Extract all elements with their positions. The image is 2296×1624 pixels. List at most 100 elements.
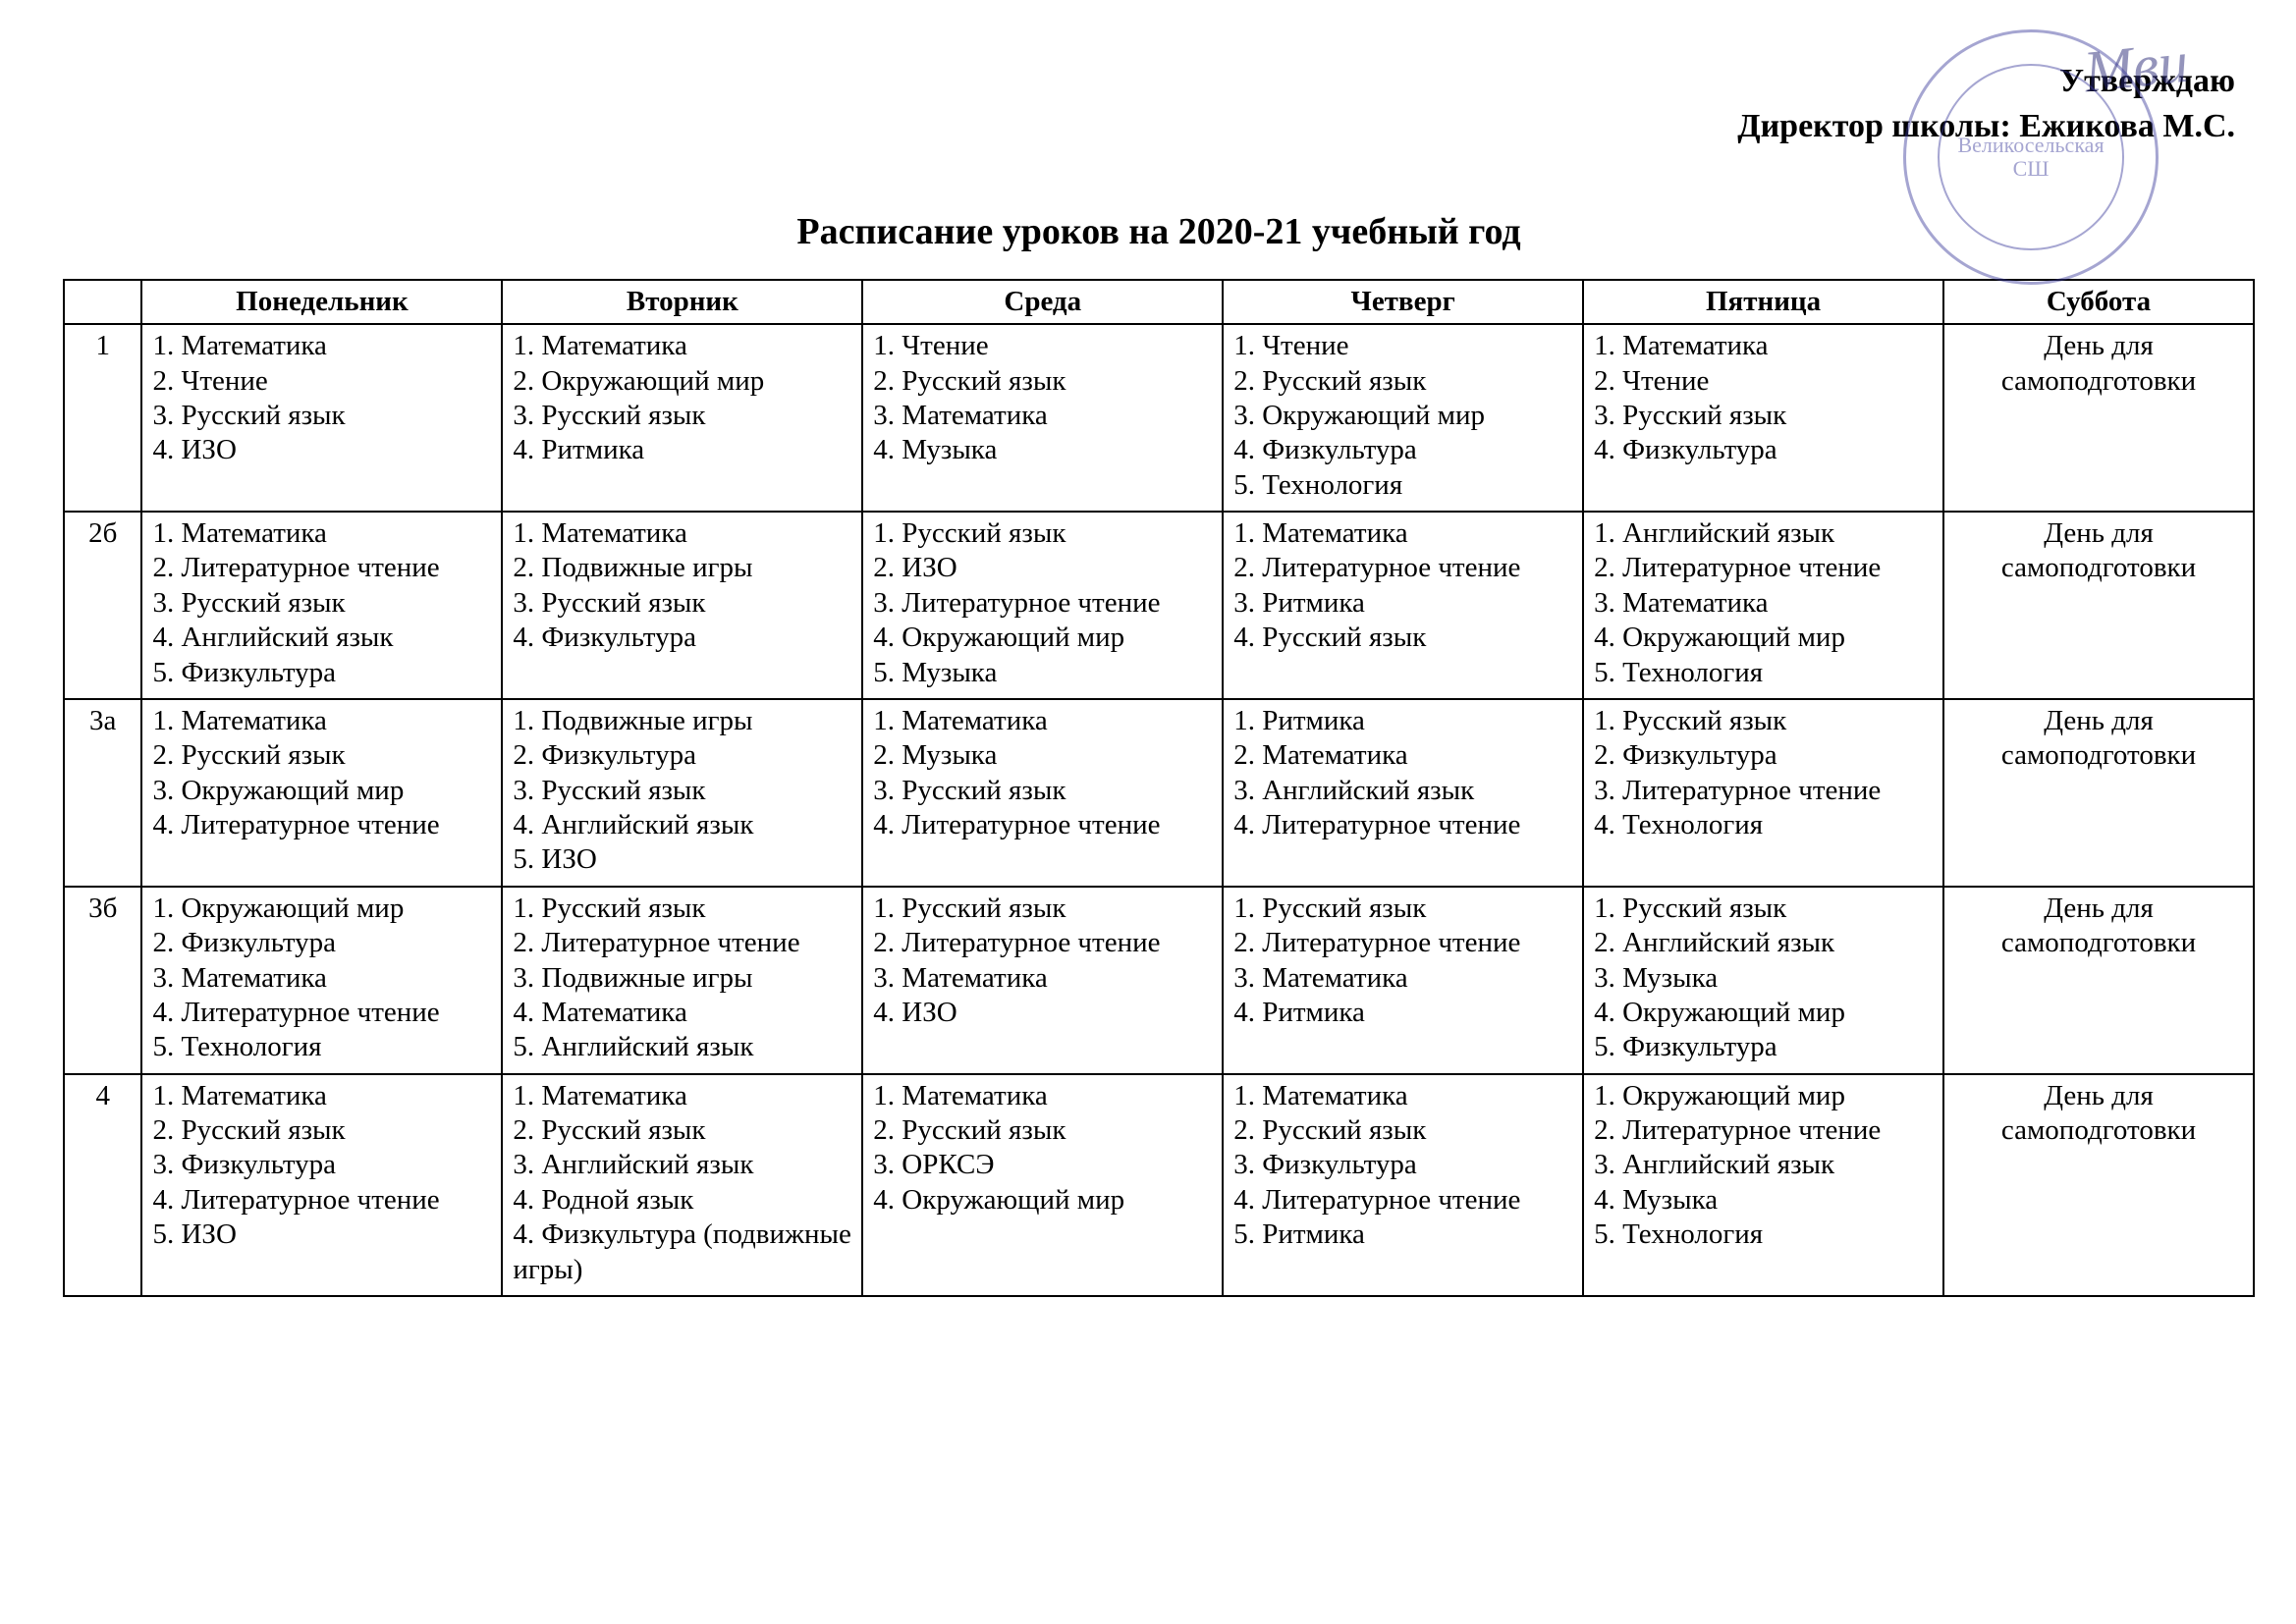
lesson-item: 5. Физкультура bbox=[152, 656, 491, 690]
lesson-item: 2. ИЗО bbox=[873, 551, 1212, 585]
lesson-item: 1. Математика bbox=[513, 329, 851, 363]
lesson-item: 5. Технология bbox=[1594, 1218, 1933, 1252]
lesson-item: 5. Технология bbox=[152, 1030, 491, 1064]
lesson-item: 3. Математика bbox=[873, 399, 1212, 433]
lesson-item: 1. Чтение bbox=[1233, 329, 1572, 363]
day-cell: 1. Математика2. Литературное чтение3. Ри… bbox=[1223, 512, 1583, 699]
lesson-item: 2. Литературное чтение bbox=[873, 926, 1212, 960]
lesson-item: 1. Математика bbox=[152, 329, 491, 363]
saturday-cell: День длясамоподготовки bbox=[1943, 699, 2254, 887]
lesson-item: 1. Математика bbox=[1233, 516, 1572, 551]
lesson-item: 2. Музыка bbox=[873, 738, 1212, 773]
lesson-item: 2. Литературное чтение bbox=[1233, 926, 1572, 960]
lesson-item: 2. Чтение bbox=[1594, 364, 1933, 399]
lesson-item: 3. Русский язык bbox=[513, 586, 851, 621]
day-cell: 1. Русский язык2. Литературное чтение3. … bbox=[502, 887, 862, 1074]
day-cell: 1. Математика2. Окружающий мир3. Русский… bbox=[502, 324, 862, 512]
lesson-item: 5. Технология bbox=[1594, 656, 1933, 690]
lesson-item: 3. Английский язык bbox=[1594, 1148, 1933, 1182]
lesson-item: 3. Русский язык bbox=[152, 586, 491, 621]
saturday-text: самоподготовки bbox=[1954, 551, 2243, 585]
day-cell: 1. Математика2. Чтение3. Русский язык4. … bbox=[1583, 324, 1943, 512]
stamp-text-1: Великосельская bbox=[1957, 134, 2104, 157]
table-row: 3б1. Окружающий мир2. Физкультура3. Мате… bbox=[64, 887, 2254, 1074]
lesson-item: 2. Русский язык bbox=[873, 1113, 1212, 1148]
lesson-item: 3. Английский язык bbox=[1233, 774, 1572, 808]
lesson-item: 2. Русский язык bbox=[1233, 1113, 1572, 1148]
header-row: Понедельник Вторник Среда Четверг Пятниц… bbox=[64, 280, 2254, 324]
table-row: 3а1. Математика2. Русский язык3. Окружаю… bbox=[64, 699, 2254, 887]
lesson-item: 3. Музыка bbox=[1594, 961, 1933, 996]
lesson-item: 1. Математика bbox=[152, 1079, 491, 1113]
lesson-item: 2. Литературное чтение bbox=[1594, 1113, 1933, 1148]
day-cell: 1. Чтение2. Русский язык3. Математика4. … bbox=[862, 324, 1223, 512]
lesson-item: 4. Окружающий мир bbox=[1594, 621, 1933, 655]
lesson-item: 4. Литературное чтение bbox=[1233, 1183, 1572, 1218]
day-cell: 1. Окружающий мир2. Литературное чтение3… bbox=[1583, 1074, 1943, 1296]
table-row: 2б1. Математика2. Литературное чтение3. … bbox=[64, 512, 2254, 699]
lesson-item: 2. Физкультура bbox=[152, 926, 491, 960]
lesson-item: 2. Физкультура bbox=[1594, 738, 1933, 773]
lesson-item: 3. Русский язык bbox=[873, 774, 1212, 808]
lesson-item: 2. Окружающий мир bbox=[513, 364, 851, 399]
saturday-cell: День длясамоподготовки bbox=[1943, 1074, 2254, 1296]
table-body: 11. Математика2. Чтение3. Русский язык4.… bbox=[64, 324, 2254, 1296]
lesson-item: 4. ИЗО bbox=[873, 996, 1212, 1030]
lesson-item: 3. Литературное чтение bbox=[873, 586, 1212, 621]
lesson-item: 2. Литературное чтение bbox=[152, 551, 491, 585]
day-cell: 1. Окружающий мир2. Физкультура3. Матема… bbox=[141, 887, 502, 1074]
lesson-item: 4. Литературное чтение bbox=[873, 808, 1212, 842]
lesson-item: 3. Ритмика bbox=[1233, 586, 1572, 621]
lesson-item: 1. Математика bbox=[1233, 1079, 1572, 1113]
lesson-item: 4. Физкультура bbox=[1233, 433, 1572, 467]
lesson-item: 3. Подвижные игры bbox=[513, 961, 851, 996]
day-cell: 1. Русский язык2. Литературное чтение3. … bbox=[862, 887, 1223, 1074]
lesson-item: 4. Литературное чтение bbox=[1233, 808, 1572, 842]
lesson-item: 3. Физкультура bbox=[1233, 1148, 1572, 1182]
lesson-item: 2. Чтение bbox=[152, 364, 491, 399]
lesson-item: 4. Литературное чтение bbox=[152, 1183, 491, 1218]
lesson-item: 2. Английский язык bbox=[1594, 926, 1933, 960]
approval-line-1: Утверждаю bbox=[63, 59, 2235, 104]
lesson-item: 5. Музыка bbox=[873, 656, 1212, 690]
header-fri: Пятница bbox=[1583, 280, 1943, 324]
schedule-table: Понедельник Вторник Среда Четверг Пятниц… bbox=[63, 279, 2255, 1297]
saturday-cell: День длясамоподготовки bbox=[1943, 512, 2254, 699]
lesson-item: 5. Технология bbox=[1233, 468, 1572, 503]
lesson-item: 4. Литературное чтение bbox=[152, 996, 491, 1030]
stamp-inner: Великосельская СШ bbox=[1938, 64, 2124, 250]
day-cell: 1. Русский язык2. Английский язык3. Музы… bbox=[1583, 887, 1943, 1074]
table-row: 1 1. Математика2. Чтение3. Русский язык4.… bbox=[64, 324, 2254, 512]
day-cell: 1. Подвижные игры2. Физкультура3. Русски… bbox=[502, 699, 862, 887]
lesson-item: 1. Русский язык bbox=[1594, 704, 1933, 738]
class-label: 1 bbox=[64, 324, 141, 512]
lesson-item: 4. Технология bbox=[1594, 808, 1933, 842]
lesson-item: 4. Окружающий мир bbox=[873, 1183, 1212, 1218]
lesson-item: 4. Физкультура bbox=[1594, 433, 1933, 467]
lesson-item: 2. Физкультура bbox=[513, 738, 851, 773]
lesson-item: 2. Математика bbox=[1233, 738, 1572, 773]
saturday-text: самоподготовки bbox=[1954, 1113, 2243, 1148]
class-label: 2б bbox=[64, 512, 141, 699]
lesson-item: 4. Окружающий мир bbox=[873, 621, 1212, 655]
lesson-item: 3. Окружающий мир bbox=[1233, 399, 1572, 433]
lesson-item: 2. Литературное чтение bbox=[1233, 551, 1572, 585]
class-label: 3а bbox=[64, 699, 141, 887]
stamp-text-2: СШ bbox=[2013, 157, 2050, 181]
lesson-item: 5. Английский язык bbox=[513, 1030, 851, 1064]
table-row: 41. Математика2. Русский язык3. Физкульт… bbox=[64, 1074, 2254, 1296]
day-cell: 1. Математика2. Русский язык3. Английски… bbox=[502, 1074, 862, 1296]
saturday-text: День для bbox=[1954, 892, 2243, 926]
lesson-item: 4. Ритмика bbox=[513, 433, 851, 467]
lesson-item: 1. Математика bbox=[873, 704, 1212, 738]
lesson-item: 5. ИЗО bbox=[152, 1218, 491, 1252]
lesson-item: 5. Ритмика bbox=[1233, 1218, 1572, 1252]
lesson-item: 2. Литературное чтение bbox=[1594, 551, 1933, 585]
header-blank bbox=[64, 280, 141, 324]
day-cell: 1. Чтение2. Русский язык3. Окружающий ми… bbox=[1223, 324, 1583, 512]
lesson-item: 3. Русский язык bbox=[513, 774, 851, 808]
lesson-item: 1. Математика bbox=[152, 704, 491, 738]
lesson-item: 4. Физкультура bbox=[513, 621, 851, 655]
lesson-item: 2. Русский язык bbox=[873, 364, 1212, 399]
lesson-item: 4. Математика bbox=[513, 996, 851, 1030]
